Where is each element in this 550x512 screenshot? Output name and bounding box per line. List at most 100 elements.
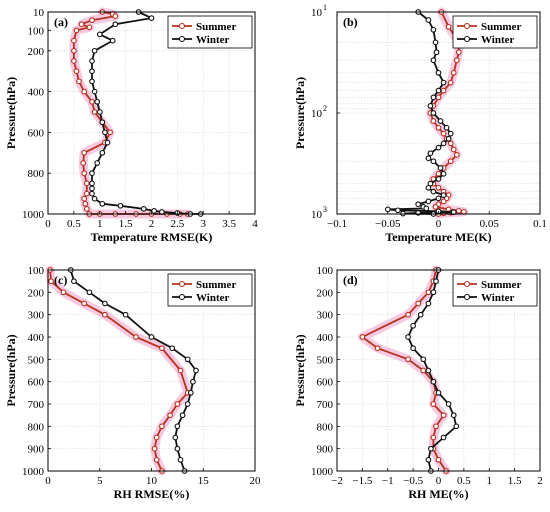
legend-label-summer: Summer xyxy=(196,279,236,291)
y-tick-label: 600 xyxy=(28,127,45,139)
data-point-summer xyxy=(71,47,77,54)
data-point-summer xyxy=(81,88,88,95)
data-point-winter xyxy=(89,78,95,85)
x-tick-label: 1.5 xyxy=(508,475,522,487)
data-point-summer xyxy=(450,69,457,76)
legend-label-winter: Winter xyxy=(196,34,230,46)
data-point-winter xyxy=(102,300,108,307)
legend-label-summer: Summer xyxy=(481,21,521,33)
legend-label-summer: Summer xyxy=(196,21,236,33)
y-tick-label: 800 xyxy=(28,168,45,180)
data-point-winter xyxy=(94,160,101,166)
data-point-summer xyxy=(453,152,460,158)
data-point-summer xyxy=(447,158,454,165)
data-point-summer xyxy=(447,140,454,147)
data-point-winter xyxy=(405,334,411,340)
y-tick-label: 500 xyxy=(28,354,45,366)
legend-marker-summer xyxy=(178,280,186,288)
data-point-summer xyxy=(71,58,77,64)
data-point-winter xyxy=(430,110,437,116)
x-tick-label: −2 xyxy=(331,475,343,487)
data-point-winter xyxy=(415,210,422,216)
x-tick-label: 0 xyxy=(45,218,51,230)
data-point-summer xyxy=(447,79,454,86)
data-point-winter xyxy=(430,378,437,385)
data-point-summer xyxy=(86,24,93,31)
data-point-summer xyxy=(159,345,165,352)
data-point-winter xyxy=(410,345,416,352)
data-point-winter xyxy=(433,49,440,56)
data-point-summer xyxy=(91,109,98,115)
data-point-winter xyxy=(425,184,432,191)
data-point-winter xyxy=(445,401,452,407)
y-tick-label: 600 xyxy=(28,377,45,389)
x-axis-label: Temperature ME(K) xyxy=(385,230,491,244)
data-point-winter xyxy=(450,412,457,419)
data-point-summer xyxy=(80,160,87,166)
x-tick-label: 1 xyxy=(97,218,103,230)
data-point-summer xyxy=(440,87,447,94)
data-point-winter xyxy=(427,150,434,157)
data-point-summer xyxy=(177,367,184,374)
x-tick-label: −0.5 xyxy=(403,475,423,487)
data-point-winter xyxy=(430,158,437,165)
data-point-summer xyxy=(435,170,442,177)
legend-marker-summer xyxy=(463,280,471,288)
data-point-winter xyxy=(425,198,432,205)
data-point-summer xyxy=(81,195,88,202)
data-point-winter xyxy=(440,170,447,177)
data-point-winter xyxy=(96,109,103,115)
data-point-winter xyxy=(427,103,434,109)
y-tick-label: 900 xyxy=(317,444,334,456)
legend-marker-winter xyxy=(463,35,471,43)
data-point-summer xyxy=(76,78,82,85)
data-point-winter xyxy=(425,155,432,162)
data-point-winter xyxy=(432,39,439,46)
x-tick-label: 15 xyxy=(198,475,210,487)
data-point-summer xyxy=(359,334,366,340)
y-tick-label: 100 xyxy=(317,265,334,277)
y-tick-label: 10 xyxy=(311,108,323,120)
data-point-winter xyxy=(94,98,101,105)
data-point-winter xyxy=(443,124,450,131)
data-point-summer xyxy=(78,21,85,28)
data-point-summer xyxy=(73,68,80,75)
y-tick-label: 800 xyxy=(28,421,45,433)
y-tick-label: 100 xyxy=(28,25,45,37)
data-point-winter xyxy=(435,195,442,202)
data-point-winter xyxy=(440,192,447,198)
data-point-winter xyxy=(440,79,447,86)
legend-label-winter: Winter xyxy=(196,292,230,304)
x-tick-label: 0.5 xyxy=(67,218,81,230)
y-tick-label: 200 xyxy=(28,287,45,299)
data-point-winter xyxy=(430,26,437,33)
data-point-summer xyxy=(107,129,113,136)
y-tick-label: 200 xyxy=(28,46,45,58)
legend-marker-winter xyxy=(178,35,186,43)
data-point-winter xyxy=(425,367,432,374)
y-tick-label: 10 xyxy=(33,7,45,19)
x-tick-label: 1.5 xyxy=(119,218,133,230)
data-point-winter xyxy=(190,378,196,385)
data-point-summer xyxy=(430,434,437,441)
data-point-summer xyxy=(167,412,173,419)
data-point-summer xyxy=(445,23,452,30)
data-point-summer xyxy=(73,27,80,34)
data-point-summer xyxy=(81,170,88,177)
data-point-winter xyxy=(425,17,432,23)
chart-panel-c: 0 5 10 15 20 100 200 300 400 500 600 700 800 900 1000 (… xyxy=(4,265,261,501)
data-point-winter xyxy=(151,208,157,214)
x-tick-label: 4 xyxy=(252,218,258,230)
legend-marker-summer xyxy=(178,22,186,30)
x-tick-label: −0.1 xyxy=(327,218,347,230)
data-point-winter xyxy=(89,190,95,197)
x-tick-label: 0.5 xyxy=(457,475,471,487)
data-point-summer xyxy=(435,456,442,463)
data-point-winter xyxy=(445,135,452,142)
legend-label-summer: Summer xyxy=(481,279,521,291)
y-tick-label: 400 xyxy=(317,332,334,344)
series-line-summer xyxy=(361,269,447,472)
data-point-summer xyxy=(83,206,90,212)
